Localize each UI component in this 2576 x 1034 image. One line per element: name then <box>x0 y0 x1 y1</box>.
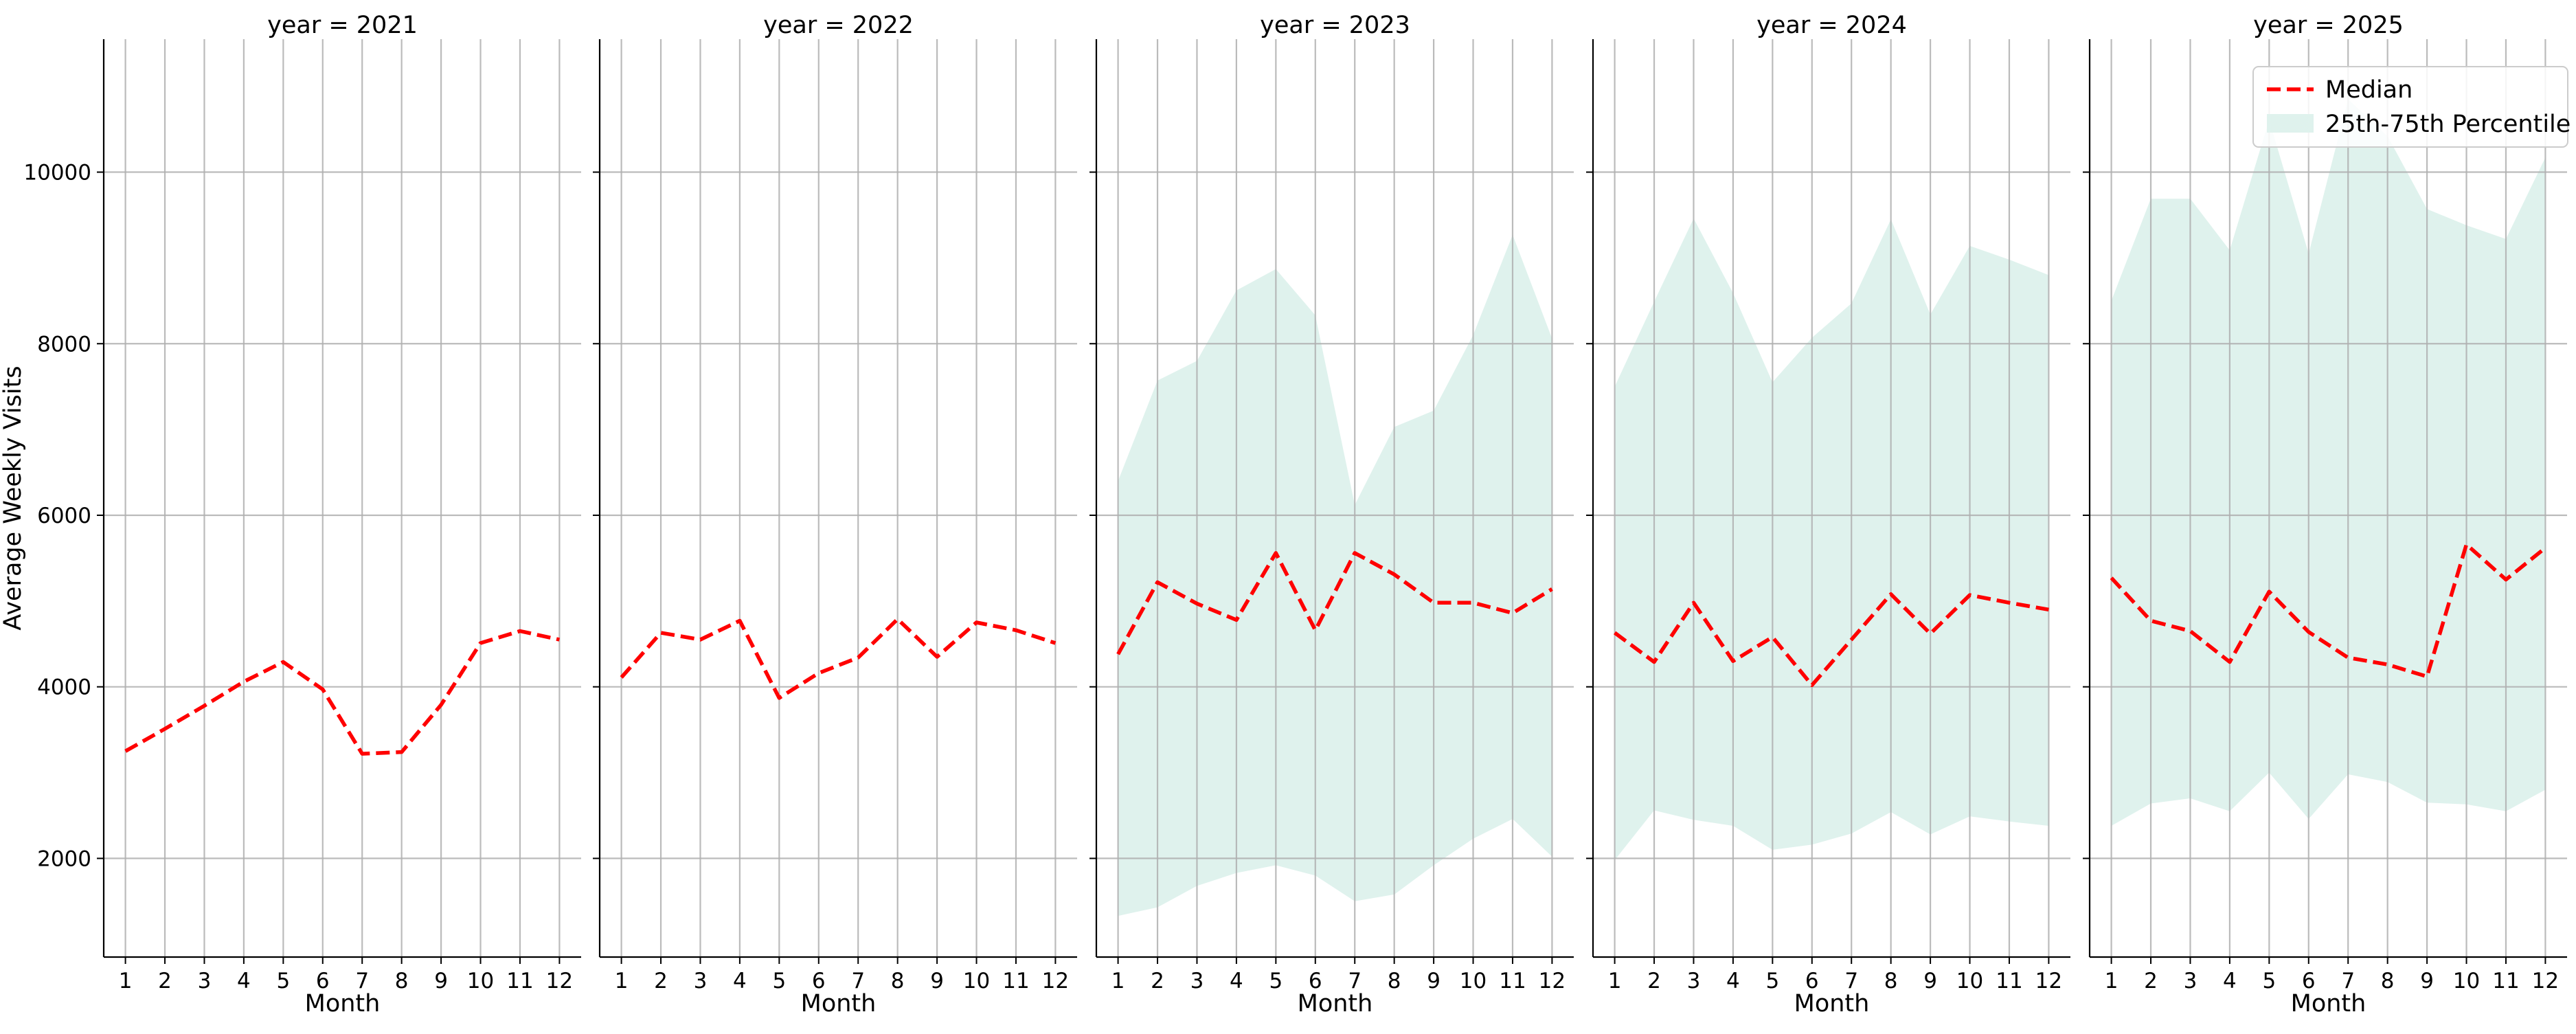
x-tick-label: 7 <box>1348 969 1362 993</box>
x-tick-label: 7 <box>355 969 369 993</box>
x-tick-label: 12 <box>1539 969 1566 993</box>
x-tick-label: 5 <box>276 969 290 993</box>
x-tick-label: 3 <box>1190 969 1204 993</box>
legend-band-swatch <box>2267 114 2314 133</box>
x-tick-label: 3 <box>694 969 708 993</box>
x-tick-label: 9 <box>434 969 448 993</box>
x-tick-label: 3 <box>198 969 212 993</box>
x-tick-label: 2 <box>654 969 668 993</box>
x-tick-label: 6 <box>1309 969 1322 993</box>
y-tick-label: 6000 <box>37 504 91 528</box>
x-tick-label: 10 <box>467 969 494 993</box>
y-tick-label: 2000 <box>37 846 91 871</box>
median-line <box>1116 551 1553 655</box>
x-tick-label: 4 <box>2223 969 2237 993</box>
x-tick-label: 1 <box>1608 969 1622 993</box>
y-tick-label: 8000 <box>37 332 91 357</box>
x-axis-label: Month <box>2291 990 2366 1018</box>
x-tick-label: 1 <box>2105 969 2119 993</box>
x-tick-label: 11 <box>1002 969 1029 993</box>
x-axis-label: Month <box>801 990 877 1018</box>
y-tick-label: 4000 <box>37 675 91 700</box>
x-tick-label: 9 <box>1427 969 1440 993</box>
panel-title: year = 2025 <box>2253 12 2404 39</box>
legend: Median 25th-75th Percentile <box>2252 66 2571 148</box>
x-tick-label: 2 <box>2144 969 2158 993</box>
x-tick-label: 12 <box>2035 969 2062 993</box>
y-axis-label: Average Weekly Visits <box>0 366 27 630</box>
x-tick-label: 10 <box>1460 969 1487 993</box>
x-tick-label: 10 <box>963 969 990 993</box>
percentile-band <box>1118 234 1552 917</box>
x-tick-label: 1 <box>1111 969 1125 993</box>
x-tick-label: 4 <box>237 969 251 993</box>
legend-band-label: 25th-75th Percentile <box>2325 111 2571 138</box>
x-tick-label: 2 <box>158 969 172 993</box>
median-line <box>124 629 560 756</box>
x-tick-label: 1 <box>615 969 629 993</box>
x-tick-label: 4 <box>733 969 747 993</box>
legend-box <box>2252 66 2568 148</box>
x-tick-label: 11 <box>1996 969 2022 993</box>
x-tick-label: 5 <box>772 969 786 993</box>
x-tick-label: 5 <box>1765 969 1779 993</box>
panel-title: year = 2023 <box>1260 12 1410 39</box>
x-tick-label: 8 <box>395 969 409 993</box>
x-tick-label: 11 <box>2492 969 2519 993</box>
x-tick-label: 6 <box>812 969 826 993</box>
x-tick-label: 6 <box>1805 969 1819 993</box>
median-line <box>2110 542 2547 679</box>
x-tick-label: 11 <box>1499 969 1526 993</box>
x-tick-label: 9 <box>2420 969 2434 993</box>
x-axis-label: Month <box>1298 990 1373 1018</box>
y-tick-label: 10000 <box>23 161 91 186</box>
median-line <box>620 617 1057 700</box>
x-tick-label: 8 <box>2381 969 2395 993</box>
x-tick-label: 2 <box>1647 969 1661 993</box>
x-tick-label: 7 <box>1844 969 1858 993</box>
panel-title: year = 2024 <box>1756 12 1907 39</box>
x-tick-label: 10 <box>1956 969 1983 993</box>
x-tick-label: 11 <box>506 969 533 993</box>
x-tick-label: 12 <box>2532 969 2559 993</box>
x-tick-label: 4 <box>1230 969 1243 993</box>
x-tick-label: 3 <box>2184 969 2197 993</box>
legend-median-label: Median <box>2325 76 2413 104</box>
x-tick-label: 6 <box>2302 969 2316 993</box>
x-tick-label: 12 <box>546 969 573 993</box>
x-tick-label: 1 <box>119 969 133 993</box>
x-tick-label: 8 <box>891 969 905 993</box>
x-tick-label: 4 <box>1726 969 1740 993</box>
x-tick-label: 6 <box>316 969 330 993</box>
x-tick-label: 8 <box>1388 969 1401 993</box>
x-tick-label: 2 <box>1151 969 1164 993</box>
x-tick-label: 3 <box>1687 969 1701 993</box>
median-line <box>1613 592 2049 687</box>
x-tick-label: 9 <box>1923 969 1937 993</box>
x-tick-label: 12 <box>1042 969 1069 993</box>
percentile-band <box>2111 99 2546 826</box>
x-tick-label: 8 <box>1884 969 1898 993</box>
x-tick-label: 5 <box>2262 969 2276 993</box>
x-axis-label: Month <box>305 990 381 1018</box>
x-tick-label: 7 <box>2341 969 2355 993</box>
x-tick-label: 10 <box>2453 969 2480 993</box>
panel-title: year = 2021 <box>267 12 418 39</box>
panel-title: year = 2022 <box>763 12 914 39</box>
x-tick-label: 7 <box>851 969 865 993</box>
x-tick-label: 9 <box>930 969 944 993</box>
percentile-band <box>1614 218 2049 860</box>
x-axis-label: Month <box>1794 990 1870 1018</box>
x-tick-label: 5 <box>1269 969 1283 993</box>
